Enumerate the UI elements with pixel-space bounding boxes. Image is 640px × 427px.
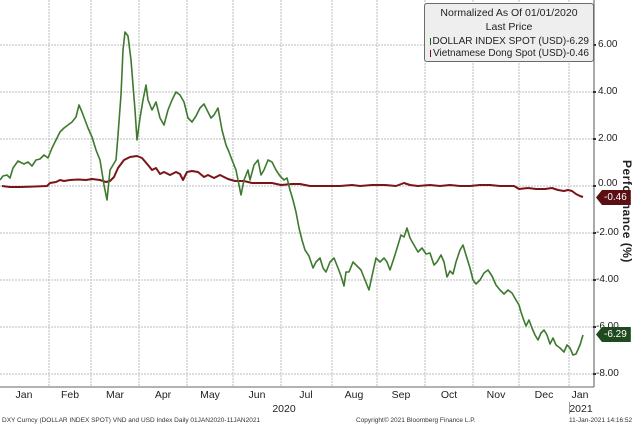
y-tick-label: -6.00	[596, 321, 619, 332]
x-tick-label: Mar	[105, 389, 125, 401]
legend-value: -0.46	[566, 47, 589, 59]
x-tick-label: Jan	[15, 389, 33, 401]
x-tick-label: Feb	[60, 389, 80, 401]
grid	[0, 0, 593, 387]
y-tick-label: -8.00	[596, 368, 619, 379]
legend-label: DOLLAR INDEX SPOT (USD)	[432, 35, 567, 47]
x-tick-label: Dec	[534, 389, 554, 401]
y-axis-title: Performance (%)	[620, 160, 634, 263]
y-tick-label: -2.00	[596, 227, 619, 238]
x-tick-label: May	[200, 389, 220, 401]
legend-value: -6.29	[566, 35, 589, 47]
y-axis-ticks	[593, 44, 596, 375]
legend-subtitle: Last Price	[485, 21, 533, 33]
y-tick-label: 6.00	[598, 39, 618, 50]
legend-item-dollar-index: DOLLAR INDEX SPOT (USD) -6.29	[430, 35, 589, 47]
x-tick-label: Jan	[571, 389, 589, 401]
x-tick-label: Sep	[391, 389, 411, 401]
footer-timestamp: 11-Jan-2021 14:16:52	[569, 417, 633, 424]
last-value-badge-vietnamese-dong: -0.46	[596, 190, 631, 205]
legend-item-vietnamese-dong: Vietnamese Dong Spot (USD) -0.46	[430, 47, 589, 59]
x-tick-label: Oct	[440, 389, 458, 401]
footer-source: DXY Curncy (DOLLAR INDEX SPOT) VND and U…	[2, 417, 261, 424]
x-year-label-2020: 2020	[272, 403, 296, 415]
x-tick-label: Nov	[486, 389, 506, 401]
legend-swatch-vietnamese-dong	[430, 49, 431, 57]
y-tick-label: 4.00	[598, 86, 618, 97]
x-tick-label: Jun	[248, 389, 266, 401]
year-divider	[569, 402, 570, 414]
x-tick-label: Apr	[154, 389, 172, 401]
series-dollar-index	[0, 31, 584, 356]
y-tick-label: 0.00	[598, 178, 618, 189]
footer-copyright: Copyright© 2021 Bloomberg Finance L.P.	[356, 417, 476, 424]
x-tick-label: Aug	[344, 389, 364, 401]
x-year-label-2021: 2021	[569, 403, 593, 415]
x-tick-label: Jul	[299, 389, 313, 401]
y-tick-label: 2.00	[598, 133, 618, 144]
legend-box: Normalized As Of 01/01/2020 Last Price D…	[424, 3, 594, 62]
series-vietnamese-dong	[1, 155, 584, 198]
legend-label: Vietnamese Dong Spot (USD)	[432, 47, 567, 59]
last-value-badge-dollar-index: -6.29	[596, 327, 631, 342]
y-tick-label: -4.00	[596, 274, 619, 285]
legend-title: Normalized As Of 01/01/2020	[440, 7, 578, 19]
